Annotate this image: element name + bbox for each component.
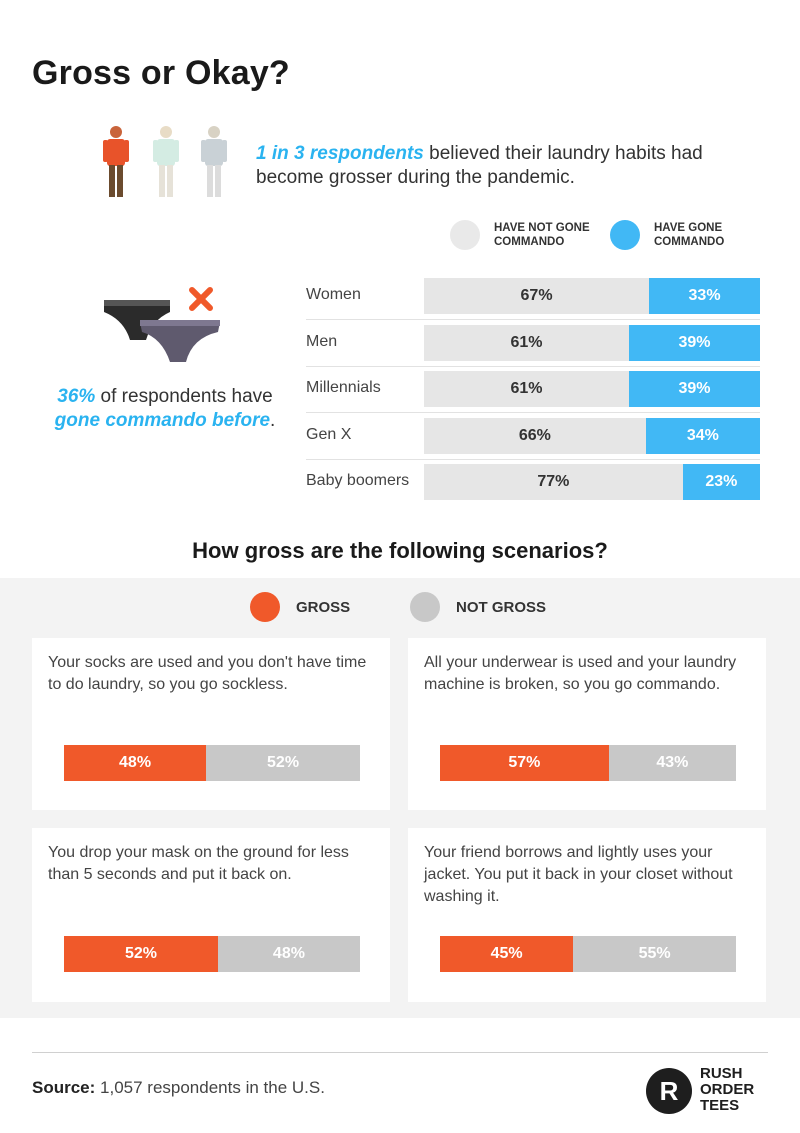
demographic-row: Gen X 66% 34% (306, 417, 760, 454)
commando-legend: HAVE NOT GONE COMMANDO HAVE GONE COMMAND… (450, 218, 780, 254)
bar-segment-gone: 23% (682, 464, 760, 500)
logo-line-2: ORDER (700, 1081, 755, 1098)
scenario-bar: 45% 55% (440, 936, 736, 972)
demographic-row: Millennials 61% 39% (306, 371, 760, 407)
source-text: 1,057 respondents in the U.S. (95, 1078, 325, 1097)
bar-segment-gone: 39% (628, 324, 760, 361)
demographic-row: Baby boomers 77% 23% (306, 464, 760, 500)
legend-item-gross: GROSS (250, 590, 350, 624)
scenario-text: Your friend borrows and lightly uses you… (424, 844, 733, 905)
scenario-text: Your socks are used and you don't have t… (48, 654, 367, 693)
commando-highlight: gone commando before (54, 410, 271, 431)
bar-segment-not-gross: 52% (206, 745, 360, 781)
demographic-row: Women 67% 33% (306, 278, 760, 314)
demographic-label: Baby boomers (306, 472, 410, 489)
scenario-card: Your friend borrows and lightly uses you… (408, 828, 766, 1002)
commando-pct: 36% (57, 386, 96, 407)
scenario-card: Your socks are used and you don't have t… (32, 638, 390, 810)
people-icon (103, 126, 227, 197)
source-note: Source: 1,057 respondents in the U.S. (32, 1078, 325, 1098)
legend-dot-not-gross (410, 592, 440, 622)
logo-mark: R (646, 1068, 692, 1114)
row-divider (306, 319, 760, 320)
gross-legend: GROSS NOT GROSS (0, 590, 800, 624)
intro-highlight: 1 in 3 respondents (256, 143, 424, 164)
demographic-label: Millennials (306, 379, 381, 396)
scenario-bar: 57% 43% (440, 745, 736, 781)
commando-text: of respondents have (95, 386, 273, 407)
demographic-bar: 61% 39% (424, 371, 760, 407)
scenario-bar: 52% 48% (64, 936, 360, 972)
legend-item-gone: HAVE GONE COMMANDO (610, 218, 764, 252)
logo-line-3: TEES (700, 1097, 740, 1114)
demographic-bar: 77% 23% (424, 464, 760, 500)
source-label: Source: (32, 1078, 96, 1097)
underwear-icon (104, 287, 220, 362)
page-title: Gross or Okay? (32, 54, 290, 92)
bar-segment-gross: 57% (440, 745, 609, 781)
legend-label-not-gone: HAVE NOT GONE COMMANDO (494, 222, 590, 248)
demographic-label: Men (306, 332, 338, 350)
legend-dot-gone (610, 220, 640, 250)
row-divider (306, 458, 760, 460)
demographic-bar: 67% 33% (424, 278, 760, 314)
legend-item-not-gross: NOT GROSS (410, 590, 546, 624)
bar-segment-not-gone: 61% (424, 371, 629, 407)
legend-label-gross: GROSS (296, 598, 351, 616)
scenarios-title: How gross are the following scenarios? (192, 538, 608, 563)
demographic-label: Gen X (306, 425, 352, 443)
demographic-row: Men 61% 39% (306, 324, 760, 361)
logo-wordmark: RUSH ORDER TEES (700, 1066, 754, 1114)
bar-segment-gone: 33% (649, 278, 760, 314)
intro-text: 1 in 3 respondents believed their laundr… (256, 142, 726, 190)
bar-segment-not-gone: 61% (424, 324, 629, 361)
scenario-text: You drop your mask on the ground for les… (48, 844, 349, 883)
bar-segment-not-gone: 77% (424, 464, 683, 500)
bar-segment-not-gross: 48% (217, 936, 360, 972)
scenario-text: All your underwear is used and your laun… (424, 654, 737, 693)
footer-divider (32, 1052, 768, 1053)
bar-segment-not-gone: 66% (424, 417, 646, 454)
bar-segment-gross: 45% (440, 936, 574, 972)
legend-label-not-gross: NOT GROSS (456, 598, 547, 616)
rush-order-tees-logo: R RUSH ORDER TEES (646, 1066, 770, 1116)
legend-dot-not-gone (450, 220, 480, 250)
row-divider (306, 365, 760, 367)
scenario-card: You drop your mask on the ground for les… (32, 828, 390, 1002)
scenario-card: All your underwear is used and your laun… (408, 638, 766, 810)
bar-segment-gross: 52% (64, 936, 218, 972)
bar-segment-not-gross: 55% (573, 936, 736, 972)
intro-rest: believed their laundry habits had become… (256, 143, 703, 188)
bar-segment-not-gross: 43% (608, 745, 736, 781)
bar-segment-not-gone: 67% (424, 278, 650, 314)
commando-note: 36% of respondents have gone commando be… (54, 385, 276, 433)
logo-line-1: RUSH (700, 1065, 743, 1082)
legend-label-gone: HAVE GONE COMMANDO (654, 222, 725, 248)
scenario-bar: 48% 52% (64, 745, 360, 781)
demographic-bar: 66% 34% (424, 417, 760, 454)
commando-end: . (270, 410, 276, 431)
legend-dot-gross (250, 592, 280, 622)
demographic-bar: 61% 39% (424, 324, 760, 361)
legend-item-not-gone: HAVE NOT GONE COMMANDO (450, 218, 604, 252)
bar-segment-gross: 48% (64, 745, 207, 781)
demographic-label: Women (306, 286, 361, 303)
row-divider (306, 412, 760, 413)
bar-segment-gone: 39% (628, 371, 760, 407)
bar-segment-gone: 34% (645, 417, 760, 454)
